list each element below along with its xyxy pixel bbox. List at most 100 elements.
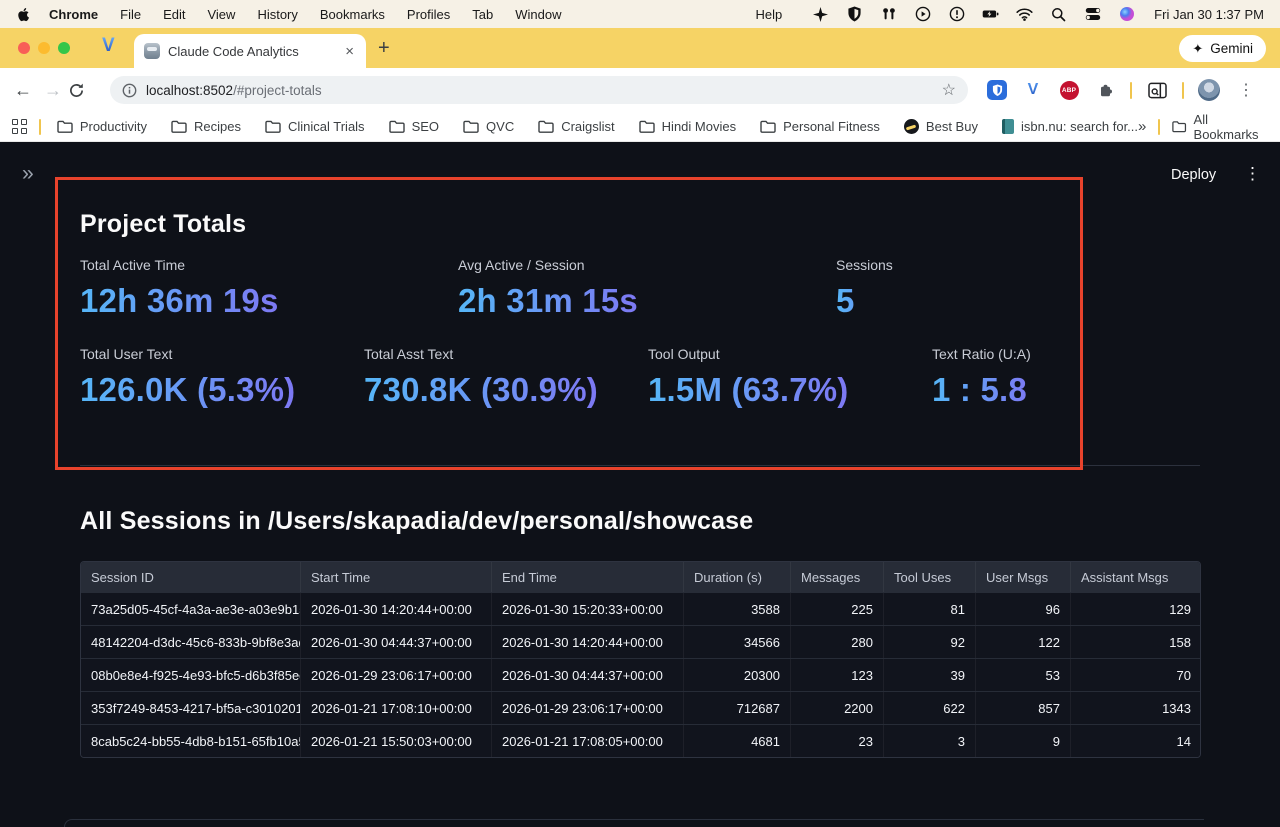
col-duration[interactable]: Duration (s) — [684, 562, 791, 592]
metric-total-asst-text: Total Asst Text 730.8K (30.9%) — [364, 346, 598, 408]
metric-avg-active-session: Avg Active / Session 2h 31m 15s — [458, 257, 638, 319]
close-window-button[interactable] — [18, 42, 30, 54]
table-row: 8cab5c24-bb55-4db8-b151-65fb10a5a 2026-0… — [81, 724, 1200, 757]
project-totals-heading: Project Totals — [80, 210, 247, 238]
menu-profiles[interactable]: Profiles — [406, 6, 451, 22]
bookmark-folder-qvc[interactable]: QVC — [463, 119, 514, 134]
bookmarks-overflow-chevron[interactable]: » — [1138, 118, 1147, 135]
menubar-clock[interactable]: Fri Jan 30 1:37 PM — [1154, 6, 1264, 22]
bookmark-folder-clinical-trials[interactable]: Clinical Trials — [265, 119, 365, 134]
col-session-id[interactable]: Session ID — [81, 562, 301, 592]
menu-bookmarks[interactable]: Bookmarks — [319, 6, 385, 22]
chrome-tabstrip: V Claude Code Analytics × + ✦ Gemini — [0, 28, 1280, 68]
sidebar-expand-icon[interactable]: » — [22, 162, 34, 185]
toolbar-separator — [1182, 81, 1184, 99]
status-circle-icon[interactable] — [948, 6, 965, 23]
col-end-time[interactable]: End Time — [492, 562, 684, 592]
gemini-button[interactable]: ✦ Gemini — [1179, 35, 1266, 62]
address-bar[interactable]: localhost:8502/#project-totals ☆ — [110, 76, 968, 104]
siri-icon[interactable] — [1118, 6, 1135, 23]
chrome-toolbar: ← → localhost:8502/#project-totals ☆ V A… — [0, 68, 1280, 112]
bookmark-folder-recipes[interactable]: Recipes — [171, 119, 241, 134]
browser-menu-icon[interactable]: ⋮ — [1238, 82, 1254, 99]
table-row: 73a25d05-45cf-4a3a-ae3e-a03e9b152 2026-0… — [81, 592, 1200, 625]
menu-view[interactable]: View — [207, 6, 236, 22]
menu-tab[interactable]: Tab — [472, 6, 494, 22]
section-divider — [80, 465, 1200, 466]
window-profile-icon[interactable]: V — [102, 35, 115, 56]
menu-chrome[interactable]: Chrome — [49, 6, 99, 22]
menu-window[interactable]: Window — [515, 6, 562, 22]
gemini-sparkle-icon: ✦ — [1192, 40, 1204, 56]
toolbar-separator — [1130, 81, 1132, 99]
profile-avatar[interactable] — [1198, 79, 1220, 101]
airpods-icon[interactable] — [880, 6, 897, 23]
bookmarks-separator — [39, 118, 41, 135]
control-center-icon[interactable] — [1084, 6, 1101, 23]
table-row: 353f7249-8453-4217-bf5a-c301020158 2026-… — [81, 691, 1200, 724]
url-text[interactable]: localhost:8502/#project-totals — [146, 82, 322, 98]
streamlit-app: » Deploy ⋮ Project Totals Total Active T… — [0, 142, 1280, 827]
app-menu-icon[interactable]: ⋮ — [1244, 164, 1261, 183]
next-widget-top-edge — [64, 819, 1204, 827]
menu-file[interactable]: File — [120, 6, 142, 22]
bestbuy-favicon — [903, 119, 919, 134]
new-tab-button[interactable]: + — [378, 37, 390, 59]
site-info-icon[interactable] — [122, 83, 137, 98]
wifi-icon[interactable] — [1016, 6, 1033, 23]
bookmarks-separator — [1158, 118, 1161, 135]
bitwarden-extension-icon[interactable] — [986, 79, 1008, 101]
bookmark-folder-seo[interactable]: SEO — [388, 119, 439, 134]
sparkle-icon[interactable] — [812, 6, 829, 23]
gemini-label: Gemini — [1210, 41, 1253, 56]
table-row: 08b0e8e4-f925-4e93-bfc5-d6b3f85ee1 2026-… — [81, 658, 1200, 691]
all-sessions-heading: All Sessions in /Users/skapadia/dev/pers… — [80, 507, 754, 535]
battery-icon[interactable] — [982, 6, 999, 23]
table-header-row: Session ID Start Time End Time Duration … — [81, 562, 1200, 592]
col-assistant-msgs[interactable]: Assistant Msgs — [1081, 570, 1169, 585]
bookmarks-bar: Productivity Recipes Clinical Trials SEO… — [0, 112, 1280, 142]
table-row: 48142204-d3dc-45c6-833b-9bf8e3ad7 2026-0… — [81, 625, 1200, 658]
browser-tab[interactable]: Claude Code Analytics × — [134, 34, 366, 68]
all-bookmarks-button[interactable]: All Bookmarks — [1172, 112, 1268, 142]
bookmark-folder-hindi-movies[interactable]: Hindi Movies — [638, 119, 736, 134]
bookmark-folder-craigslist[interactable]: Craigslist — [538, 119, 615, 134]
minimize-window-button[interactable] — [38, 42, 50, 54]
adblock-plus-icon[interactable]: ABP — [1058, 79, 1080, 101]
deploy-button[interactable]: Deploy — [1171, 167, 1217, 183]
back-button[interactable]: ← — [14, 79, 32, 100]
macos-menubar: Chrome File Edit View History Bookmarks … — [0, 0, 1280, 28]
menu-history[interactable]: History — [257, 6, 298, 22]
bookmark-folder-productivity[interactable]: Productivity — [57, 119, 147, 134]
side-panel-icon[interactable] — [1146, 79, 1168, 101]
tab-favicon — [144, 43, 160, 59]
metric-total-active-time: Total Active Time 12h 36m 19s — [80, 257, 279, 319]
shield-icon[interactable] — [846, 6, 863, 23]
reload-button[interactable] — [68, 82, 98, 99]
menu-edit[interactable]: Edit — [163, 6, 186, 22]
apple-icon[interactable] — [16, 6, 31, 23]
metric-total-user-text: Total User Text 126.0K (5.3%) — [80, 346, 296, 408]
col-tool-uses[interactable]: Tool Uses — [884, 562, 976, 592]
maximize-window-button[interactable] — [58, 42, 70, 54]
forward-button[interactable]: → — [44, 79, 62, 100]
col-user-msgs[interactable]: User Msgs — [976, 562, 1071, 592]
bookmark-folder-personal-fitness[interactable]: Personal Fitness — [760, 119, 880, 134]
menu-help[interactable]: Help — [755, 6, 783, 22]
v-extension-icon[interactable]: V — [1022, 79, 1044, 101]
metric-tool-output: Tool Output 1.5M (63.7%) — [648, 346, 849, 408]
tab-close-icon[interactable]: × — [345, 42, 354, 60]
col-messages[interactable]: Messages — [791, 562, 884, 592]
bookmark-isbn[interactable]: isbn.nu: search for... — [1001, 119, 1138, 134]
col-start-time[interactable]: Start Time — [301, 562, 492, 592]
play-circle-icon[interactable] — [914, 6, 931, 23]
bookmark-star-icon[interactable]: ☆ — [941, 82, 956, 99]
bookmark-best-buy[interactable]: Best Buy — [903, 119, 978, 134]
sessions-table: Session ID Start Time End Time Duration … — [80, 561, 1201, 758]
metric-sessions: Sessions 5 — [836, 257, 893, 319]
metric-text-ratio: Text Ratio (U:A) 1 : 5.8 — [932, 346, 1031, 408]
extensions-puzzle-icon[interactable] — [1094, 79, 1116, 101]
apps-grid-icon[interactable] — [12, 119, 27, 134]
search-icon[interactable] — [1050, 6, 1067, 23]
